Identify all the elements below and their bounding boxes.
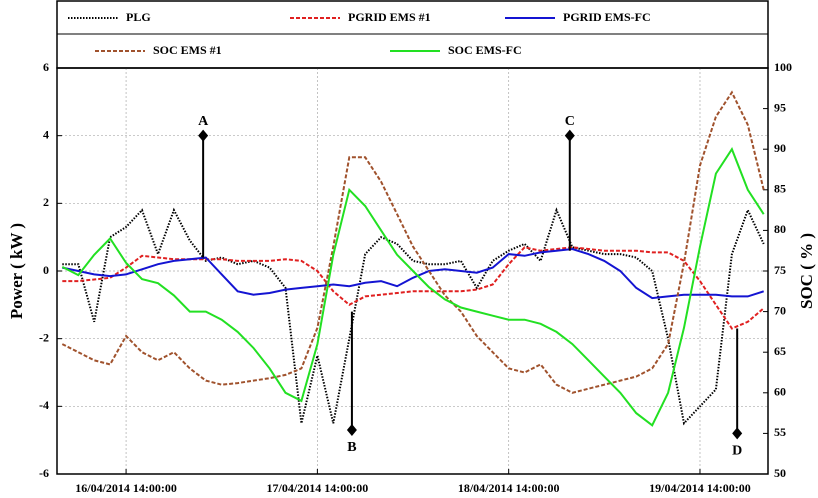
y2-tick-label: 90 — [774, 141, 786, 155]
y2-axis-label: SOC ( % ) — [797, 233, 816, 309]
plot-frame — [56, 67, 769, 475]
y-axis-label: Power ( kW ) — [7, 223, 26, 319]
legend-label: SOC EMS-FC — [448, 43, 522, 57]
legend-label: SOC EMS #1 — [153, 43, 222, 57]
x-tick-label: 18/04/2014 14:00:00 — [458, 481, 560, 495]
y-tick-label: -6 — [39, 466, 49, 480]
y-tick-label: 2 — [43, 195, 49, 209]
y2-tick-label: 75 — [774, 263, 786, 277]
y-tick-label: -2 — [39, 330, 49, 344]
y2-tick-label: 70 — [774, 303, 786, 317]
y-tick-label: 4 — [43, 127, 49, 141]
annotation-marker — [564, 129, 575, 142]
annotation-label: B — [347, 440, 356, 455]
series-line — [62, 247, 765, 300]
x-tick-label: 16/04/2014 14:00:00 — [75, 481, 177, 495]
legend-label: PGRID EMS-FC — [563, 10, 651, 24]
y2-tick-label: 95 — [774, 100, 786, 114]
y2-tick-label: 60 — [774, 385, 786, 399]
series-line — [62, 207, 765, 426]
y2-tick-label: 65 — [774, 344, 786, 358]
y2-tick-label: 55 — [774, 425, 786, 439]
annotation-marker — [198, 129, 209, 142]
annotation-marker — [732, 427, 743, 440]
x-tick-label: 19/04/2014 14:00:00 — [649, 481, 751, 495]
annotation-label: D — [732, 444, 742, 459]
annotation-label: C — [565, 114, 575, 129]
legend-label: PLG — [126, 10, 151, 24]
y2-tick-label: 80 — [774, 222, 786, 236]
y-tick-label: 0 — [43, 263, 49, 277]
series-line — [61, 90, 765, 394]
y2-tick-label: 100 — [774, 60, 792, 74]
legend-label: PGRID EMS #1 — [348, 10, 431, 24]
series-line — [62, 246, 765, 330]
y2-tick-label: 50 — [774, 466, 786, 480]
x-tick-label: 17/04/2014 14:00:00 — [267, 481, 369, 495]
y-tick-label: 6 — [43, 60, 49, 74]
annotation-marker — [346, 424, 357, 437]
y-tick-label: -4 — [39, 398, 49, 412]
series-line — [61, 147, 765, 427]
annotation-label: A — [198, 114, 209, 129]
y2-tick-label: 85 — [774, 182, 786, 196]
